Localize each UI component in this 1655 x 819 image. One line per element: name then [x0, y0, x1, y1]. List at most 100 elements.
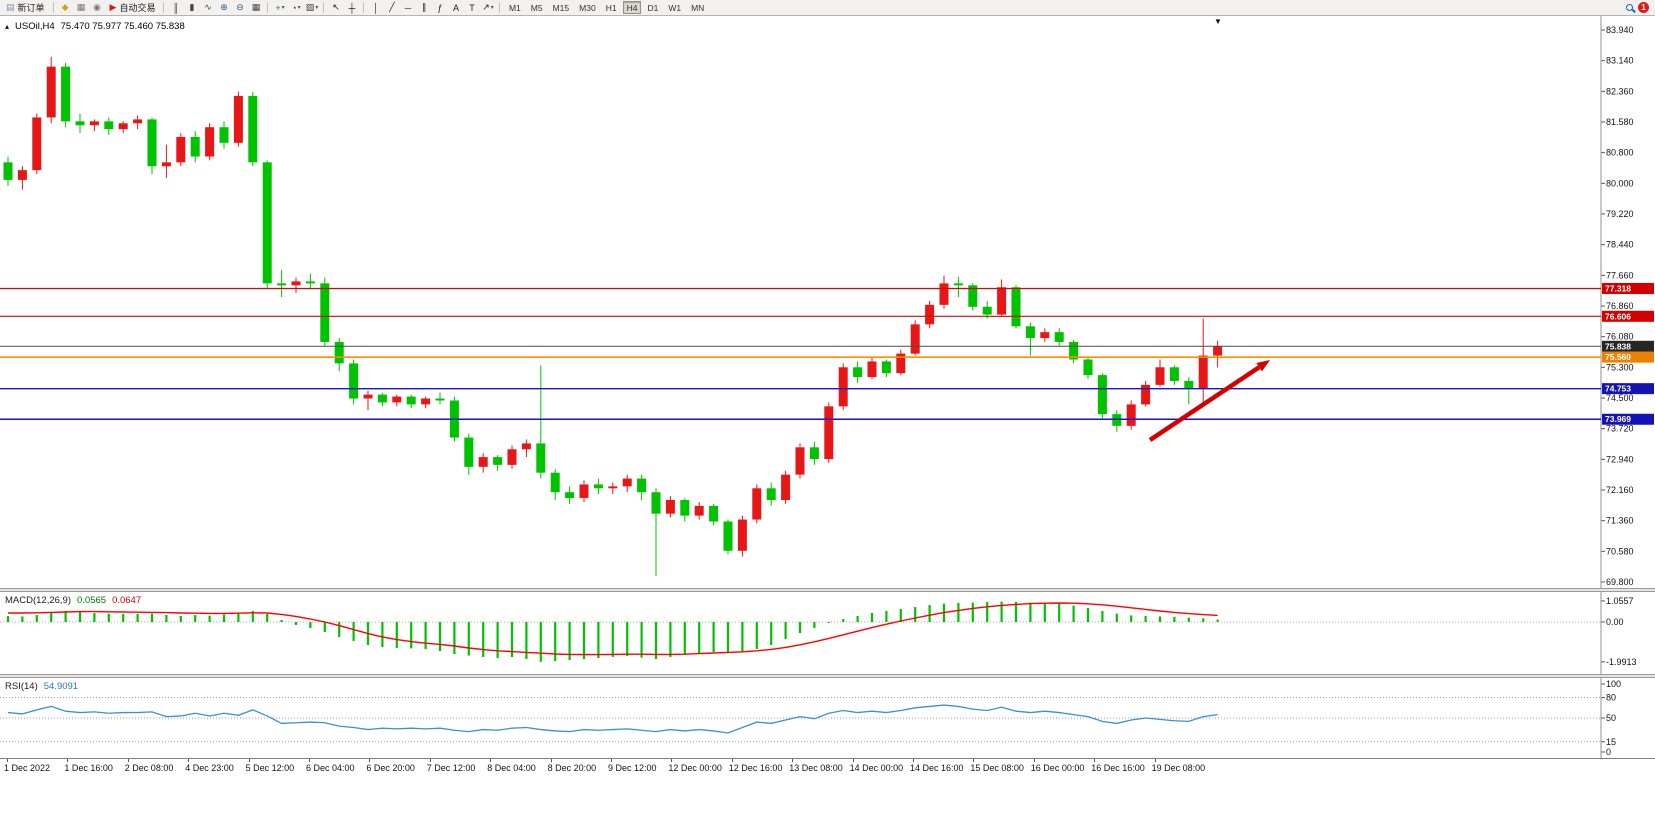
price-axis-label: 70.580 [1606, 546, 1634, 556]
tile-windows-icon[interactable]: ▦ [251, 2, 261, 12]
candle-body [61, 66, 71, 122]
candle-body [1069, 341, 1079, 360]
profiles-icon[interactable]: ◆ [61, 2, 69, 12]
horizontal-line-icon[interactable]: ─ [404, 2, 412, 13]
panel-divider[interactable] [0, 674, 1655, 678]
candle-body [75, 121, 85, 126]
line-chart-icon[interactable]: ∿ [204, 2, 212, 12]
time-axis-label: 8 Dec 20:00 [547, 763, 597, 773]
zoom-out-icon[interactable]: ⊖ [236, 2, 244, 12]
macd-signal-value: 0.0647 [112, 595, 142, 606]
timeframe-button-h4[interactable]: H4 [622, 1, 642, 14]
macd-label: MACD(12,26,9) 0.0565 0.0647 [5, 595, 141, 606]
cursor-icon[interactable]: ↖ [332, 2, 340, 12]
timeframe-button-w1[interactable]: W1 [668, 3, 682, 13]
candle-body [997, 287, 1007, 315]
timeframe-button-m15[interactable]: M15 [552, 3, 570, 13]
candle-body [910, 324, 920, 354]
time-axis-label: 2 Dec 08:00 [124, 763, 174, 773]
macd-axis-label: 0.00 [1606, 617, 1624, 627]
candle-body [277, 283, 287, 286]
time-axis-tick [550, 759, 552, 762]
timeframe-button-m1[interactable]: M1 [508, 3, 521, 13]
candle-body [233, 95, 243, 143]
time-axis-tick [1094, 759, 1096, 762]
candle-body [1040, 332, 1050, 339]
templates-icon[interactable]: ▨ ▾ [305, 2, 319, 12]
text-icon[interactable]: A [452, 2, 459, 13]
rsi-name: RSI(14) [5, 681, 38, 692]
symbol-name: USOil,H4 [15, 21, 55, 32]
bar-chart-icon[interactable]: ║ [172, 2, 180, 13]
candle-body [161, 162, 171, 167]
time-axis: 1 Dec 2022 1 Dec 16:00 2 Dec 08:00 4 Dec 23… [0, 758, 1655, 777]
candle-body [305, 281, 315, 284]
price-axis-label: 81.580 [1606, 117, 1634, 127]
time-axis-tick [127, 759, 129, 762]
channel-icon[interactable]: ∥ [421, 2, 427, 12]
sound-alert-icon[interactable]: ◉ [93, 2, 101, 12]
fibonacci-icon[interactable]: ƒ [437, 2, 443, 13]
price-axis-label: 76.080 [1606, 332, 1634, 342]
macd-axis-label: -1.9913 [1606, 657, 1637, 667]
macd-canvas[interactable]: 1.0557 0.00 -1.9913 [0, 592, 1655, 674]
trend-arrow-head[interactable] [1256, 360, 1270, 372]
label-icon[interactable]: T [469, 2, 475, 13]
time-axis-label: 15 Dec 08:00 [970, 763, 1024, 773]
candle-body [723, 521, 733, 551]
dropdown-caret-icon: ▾ [490, 5, 494, 11]
print-icon[interactable]: ▦ [76, 2, 86, 12]
time-axis-tick [913, 759, 914, 762]
candle-body [377, 394, 387, 403]
price-tag-label: 73.969 [1605, 414, 1631, 424]
crosshair-icon[interactable]: ┼ [348, 2, 356, 13]
ohlc-values: 75.470 75.977 75.460 75.838 [60, 21, 185, 32]
chart-shift-marker-icon[interactable]: ▼ [1214, 17, 1222, 26]
candle-body [176, 136, 186, 163]
candle-body [334, 341, 344, 364]
dropdown-caret-icon: ▾ [315, 5, 319, 11]
new-order-button[interactable]: ▤ 新订单 [2, 1, 49, 15]
candle-body [622, 478, 632, 487]
rsi-canvas[interactable]: 100 80 50 150 [0, 678, 1655, 758]
candle-body [219, 127, 229, 143]
price-axis-label: 71.360 [1606, 516, 1634, 526]
timeframe-button-h1[interactable]: H1 [605, 3, 617, 13]
timeframe-button-m30[interactable]: M30 [579, 3, 596, 13]
time-axis-tick [973, 759, 975, 762]
candle-body [363, 394, 373, 399]
candle-body [493, 457, 503, 465]
auto-trading-button[interactable]: ▶ 自动交易 [106, 1, 160, 15]
timeframe-button-mn[interactable]: MN [691, 3, 705, 13]
notification-badge[interactable]: 1 [1638, 2, 1649, 13]
candle-body [680, 500, 690, 516]
vertical-line-icon[interactable]: │ [373, 2, 379, 13]
zoom-in-icon[interactable]: ⊕ [220, 2, 228, 12]
timeframe-button-d1[interactable]: D1 [647, 3, 659, 13]
top-toolbar: ▤ 新订单 ◆ ▦ ◉ ▶ 自动交易 ║ ▮ ∿ ⊕ ⊖ ▦ + ▾ ◔ ▾ ▨ ▾ ↖ ┼ │ ╱ ─ ∥ ƒ A T ↗ ▾ M1 M5 M… [0, 0, 1655, 16]
indicators-icon[interactable]: + ▾ [275, 2, 285, 13]
search-icon[interactable] [1622, 1, 1637, 14]
arrow-tools-icon[interactable]: ↗ ▾ [482, 2, 494, 12]
time-axis-label: 1 Dec 16:00 [64, 763, 113, 773]
price-chart-canvas[interactable]: 83.940 83.140 82.360 81.580 80.800 80.000 79.2… [0, 16, 1655, 588]
candle-body [248, 95, 258, 163]
trendline-icon[interactable]: ╱ [389, 2, 395, 12]
candle-body [406, 396, 416, 405]
candle-body [32, 117, 42, 171]
trend-arrow-annotation[interactable] [1148, 365, 1261, 442]
candle-body [809, 447, 819, 460]
panel-divider[interactable] [0, 588, 1655, 592]
candle-body [550, 472, 560, 493]
candle-body [838, 367, 848, 407]
candle-body [392, 396, 402, 403]
candle-body [421, 398, 431, 405]
rsi-line [7, 704, 1218, 734]
candlestick-chart-icon[interactable]: ▮ [189, 2, 195, 12]
time-axis-label: 14 Dec 00:00 [849, 763, 904, 773]
periods-icon[interactable]: ◔ ▾ [291, 2, 301, 13]
timeframe-button-m5[interactable]: M5 [530, 3, 543, 13]
candle-body [824, 406, 834, 460]
time-axis-label: 8 Dec 04:00 [487, 763, 536, 773]
time-axis-label: 14 Dec 16:00 [910, 763, 964, 773]
